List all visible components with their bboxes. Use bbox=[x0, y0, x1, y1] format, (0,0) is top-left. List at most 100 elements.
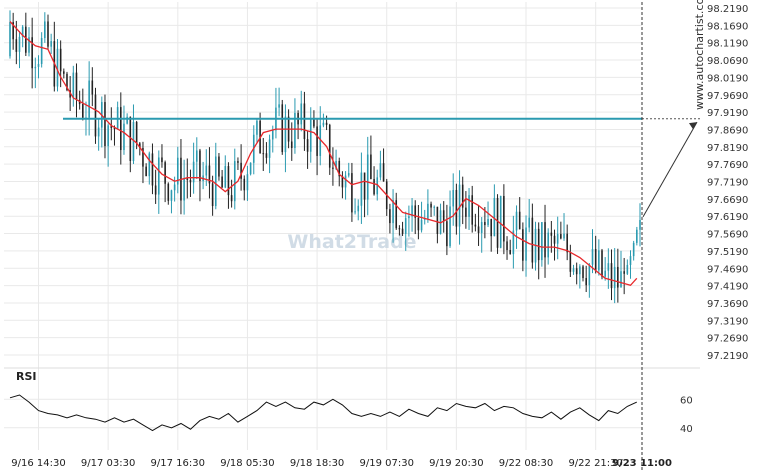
candle-body bbox=[636, 229, 638, 243]
candle-body bbox=[135, 122, 138, 144]
candle-body bbox=[338, 160, 341, 177]
candle-body bbox=[243, 178, 246, 191]
candle-body bbox=[205, 165, 208, 176]
candle-body bbox=[506, 241, 508, 251]
candle-body bbox=[480, 222, 483, 233]
y-tick-label: 97.7690 bbox=[707, 160, 748, 171]
candle-body bbox=[316, 126, 318, 156]
candle-body bbox=[442, 210, 445, 222]
candle-body bbox=[113, 128, 116, 130]
candle-body bbox=[15, 39, 18, 52]
candle-body bbox=[404, 218, 407, 234]
candle-body bbox=[575, 268, 578, 275]
candle-body bbox=[518, 211, 521, 230]
y-tick-label: 98.2190 bbox=[707, 4, 748, 15]
y-tick-label: 98.0690 bbox=[707, 56, 748, 67]
candle-body bbox=[414, 205, 417, 218]
candle-body bbox=[373, 178, 375, 195]
candle-body bbox=[499, 195, 502, 248]
candle-body bbox=[34, 66, 37, 69]
candle-body bbox=[309, 118, 312, 152]
candle-body bbox=[452, 189, 455, 207]
candle-body bbox=[332, 167, 334, 169]
candle-body bbox=[233, 161, 236, 202]
candle-body bbox=[496, 197, 499, 248]
candle-body bbox=[31, 37, 33, 69]
candle-body bbox=[164, 162, 166, 184]
candle-body bbox=[531, 217, 534, 263]
candle-body bbox=[572, 268, 575, 272]
x-tick-label: 9/22 08:30 bbox=[499, 458, 553, 469]
candle-body bbox=[208, 165, 211, 184]
candle-body bbox=[25, 26, 27, 53]
candle-body bbox=[28, 37, 30, 53]
candle-body bbox=[249, 162, 252, 175]
candle-body bbox=[154, 185, 157, 195]
candle-body bbox=[199, 150, 201, 181]
candle-body bbox=[623, 271, 625, 274]
candle-body bbox=[161, 157, 163, 163]
candle-body bbox=[97, 127, 100, 137]
candle-body bbox=[351, 173, 353, 213]
candle-body bbox=[537, 228, 540, 261]
candle-body bbox=[303, 103, 306, 140]
rsi-panel: RSI bbox=[9, 370, 638, 432]
projection-arrowhead bbox=[689, 122, 697, 130]
projection-arrow bbox=[642, 121, 698, 218]
candle-body bbox=[262, 153, 265, 155]
candle-body bbox=[224, 166, 227, 188]
candle-body bbox=[515, 211, 518, 231]
candle-body bbox=[21, 26, 24, 37]
candle-body bbox=[40, 38, 43, 64]
x-tick-label: 9/18 18:30 bbox=[290, 458, 344, 469]
candle-body bbox=[104, 102, 106, 147]
candle-body bbox=[151, 153, 154, 186]
grid bbox=[4, 2, 700, 450]
candle-body bbox=[186, 178, 189, 180]
candle-body bbox=[398, 228, 401, 230]
candle-body bbox=[237, 161, 239, 163]
candle-body bbox=[218, 156, 220, 177]
candle-body bbox=[446, 221, 448, 247]
candle-body bbox=[211, 183, 214, 207]
candle-body bbox=[401, 228, 404, 234]
candle-body bbox=[474, 224, 477, 227]
y-tick-label: 98.0190 bbox=[707, 73, 748, 84]
candle-body bbox=[294, 112, 296, 149]
candle-body bbox=[173, 184, 176, 191]
candle-body bbox=[617, 266, 619, 288]
candle-body bbox=[423, 218, 426, 220]
candle-body bbox=[392, 200, 394, 224]
y-tick-label: 97.7190 bbox=[707, 178, 748, 189]
x-tick-label: 9/19 07:30 bbox=[360, 458, 414, 469]
candle-body bbox=[335, 160, 337, 169]
candle-body bbox=[50, 41, 52, 47]
candle-body bbox=[436, 206, 439, 234]
candle-body bbox=[370, 154, 372, 179]
candle-body bbox=[268, 139, 271, 158]
y-tick-label: 97.9690 bbox=[707, 91, 748, 102]
candle-body bbox=[379, 163, 382, 178]
candle-body bbox=[107, 125, 109, 147]
candle-body bbox=[522, 229, 524, 261]
rsi-tick-label: 40 bbox=[680, 424, 693, 435]
candle-body bbox=[47, 21, 49, 47]
candle-body bbox=[227, 166, 230, 196]
side-brand: www.autochartist.com bbox=[693, 0, 706, 110]
candle-body bbox=[88, 80, 90, 118]
y-tick-label: 97.5190 bbox=[707, 247, 748, 258]
y-tick-label: 97.9190 bbox=[707, 108, 748, 119]
candle-body bbox=[366, 154, 369, 200]
watermark: What2Trade bbox=[287, 231, 416, 253]
candle-body bbox=[271, 130, 274, 140]
candle-body bbox=[59, 48, 62, 72]
candle-body bbox=[553, 235, 556, 244]
candle-body bbox=[246, 174, 249, 191]
candle-body bbox=[471, 195, 474, 225]
candle-body bbox=[604, 270, 606, 277]
candlesticks bbox=[9, 10, 641, 304]
candle-body bbox=[455, 189, 458, 227]
candle-body bbox=[306, 139, 309, 152]
axes: 98.2190 98.1690 98.1190 98.0690 98.0190 97.96… bbox=[11, 4, 748, 469]
